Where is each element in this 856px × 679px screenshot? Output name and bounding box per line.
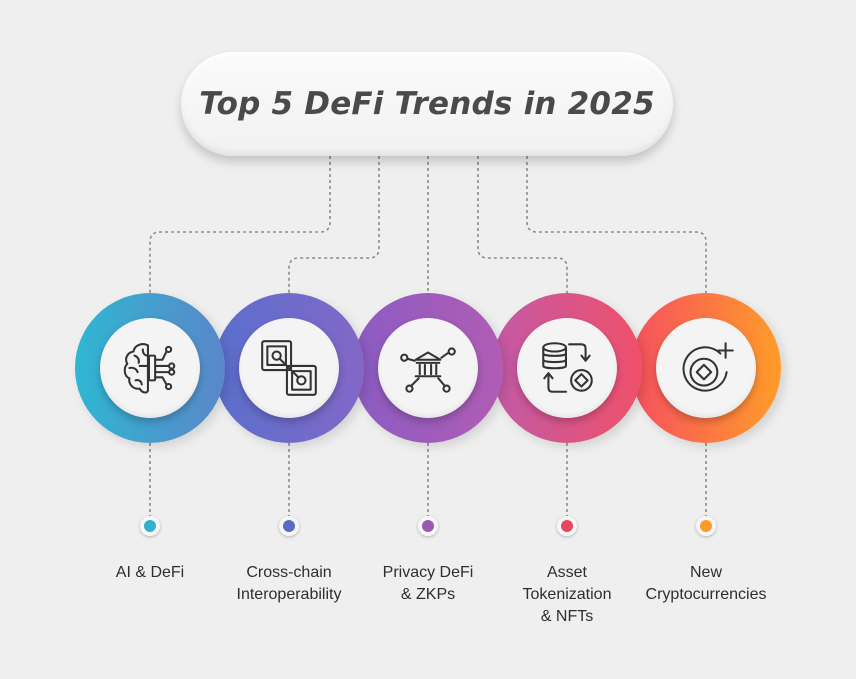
trend-label-line: Interoperability — [236, 586, 342, 603]
trend-label-line: & NFTs — [540, 608, 594, 625]
trend-label-line: AI & DeFi — [115, 564, 185, 581]
trend-marker-dot — [140, 516, 160, 536]
trend-marker-dot-fill — [144, 520, 156, 532]
trend-ring-privacy-defi — [353, 293, 503, 443]
trend-marker-dot-fill — [422, 520, 434, 532]
connector-title-to-trend-1 — [149, 156, 331, 293]
trend-label-line: & ZKPs — [400, 586, 456, 603]
trend-label-asset-tokenization: Asset Tokenization & NFTs — [492, 562, 642, 628]
trend-icon-disc — [517, 318, 617, 418]
trend-marker-dot — [279, 516, 299, 536]
trend-label-line: New — [689, 564, 722, 581]
bank-network-icon — [400, 347, 456, 393]
trend-label-line: Cross-chain — [246, 564, 332, 581]
trend-marker-dot-fill — [700, 520, 712, 532]
connector-title-to-trend-5 — [526, 156, 707, 293]
trend-ring-asset-tokenization — [492, 293, 642, 443]
trend-label-new-cryptocurrencies: New Cryptocurrencies — [631, 562, 781, 606]
trend-label-ai-defi: AI & DeFi — [75, 562, 225, 584]
trend-icon-disc — [378, 318, 478, 418]
trend-label-line: Cryptocurrencies — [645, 586, 767, 603]
trend-label-line: Asset — [546, 564, 587, 581]
trend-marker-dot — [557, 516, 577, 536]
trend-ring-new-cryptocurrencies — [631, 293, 781, 443]
trend-marker-dot-fill — [561, 520, 573, 532]
trend-icon-disc — [656, 318, 756, 418]
trend-label-line: Privacy DeFi — [382, 564, 474, 581]
database-token-exchange-icon — [542, 342, 593, 393]
trend-label-cross-chain: Cross-chain Interoperability — [214, 562, 364, 606]
cross-chain-link-icon — [261, 340, 317, 396]
trend-icon-disc — [239, 318, 339, 418]
title-pill: Top 5 DeFi Trends in 2025 — [181, 52, 673, 156]
trend-icon-disc — [100, 318, 200, 418]
trend-marker-dot-fill — [283, 520, 295, 532]
trend-ring-cross-chain — [214, 293, 364, 443]
trend-marker-dot — [418, 516, 438, 536]
new-coin-plus-icon — [682, 342, 734, 392]
trend-label-privacy-defi: Privacy DeFi & ZKPs — [353, 562, 503, 606]
page-title: Top 5 DeFi Trends in 2025 — [199, 86, 655, 122]
ai-brain-circuit-icon — [123, 343, 176, 394]
connector-title-to-trend-2 — [288, 156, 380, 293]
trend-marker-dot — [696, 516, 716, 536]
trend-ring-ai-defi — [75, 293, 225, 443]
trend-label-line: Tokenization — [522, 586, 612, 603]
connector-title-to-trend-4 — [477, 156, 568, 293]
